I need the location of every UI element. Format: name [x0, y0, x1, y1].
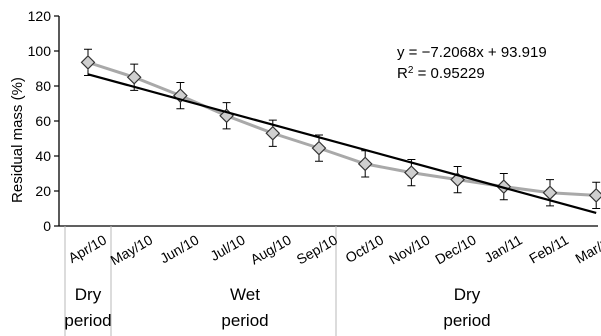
data-point-marker	[542, 185, 558, 201]
y-ticks: 0 20 40 60 80 100 120	[28, 8, 59, 234]
series-line	[87, 60, 597, 197]
x-tick-label: Jan/11	[481, 231, 525, 265]
x-tick-label: Oct/10	[343, 231, 387, 266]
y-tick-label: 40	[35, 148, 51, 164]
x-tick-label: Feb/11	[526, 231, 571, 266]
data-point-marker	[126, 69, 142, 85]
period-label-line2: period	[443, 311, 490, 330]
regression-equation: y = −7.2068x + 93.919	[397, 44, 547, 61]
period-label-line1: Dry	[75, 285, 102, 304]
data-point-marker	[80, 55, 96, 70]
x-tick-label: Jul/10	[207, 231, 248, 264]
y-tick-label: 100	[28, 43, 52, 59]
x-tick-label: Jun/10	[157, 231, 202, 266]
data-point-marker	[404, 165, 419, 180]
period-labels: Dry period Wet period Dry period	[64, 285, 490, 330]
data-point-marker	[265, 125, 281, 141]
x-tick-label: Dec/10	[432, 231, 479, 267]
r-squared: R2 = 0.95229	[397, 65, 485, 83]
data-point-marker	[357, 156, 373, 172]
y-tick-label: 20	[35, 183, 51, 199]
data-point-marker	[588, 188, 601, 203]
period-label-line2: period	[64, 311, 111, 330]
x-tick-label: Mar/11	[572, 231, 601, 266]
period-label-line2: period	[221, 311, 268, 330]
r-squared-r: R	[397, 65, 408, 82]
r-squared-sup: 2	[408, 65, 414, 76]
trendline-group	[87, 73, 597, 215]
y-tick-label: 60	[35, 113, 51, 129]
x-tick-label: May/10	[108, 231, 156, 268]
x-tick-label: Aug/10	[247, 231, 294, 267]
trendline	[87, 73, 597, 215]
y-tick-label: 80	[35, 78, 51, 94]
r-squared-value: = 0.95229	[413, 65, 484, 82]
data-point-marker	[311, 140, 327, 156]
y-tick-label: 120	[28, 8, 52, 24]
period-label-line1: Wet	[230, 285, 260, 304]
y-tick-label: 0	[43, 218, 51, 234]
period-label-line1: Dry	[454, 285, 481, 304]
x-tick-label: Apr/10	[65, 231, 109, 266]
x-tick-label: Nov/10	[386, 231, 433, 267]
x-tick-label: Sep/10	[294, 231, 341, 267]
y-axis-title: Residual mass (%)	[9, 77, 26, 203]
series-residual-mass	[80, 48, 601, 209]
period-dividers	[64, 226, 337, 336]
